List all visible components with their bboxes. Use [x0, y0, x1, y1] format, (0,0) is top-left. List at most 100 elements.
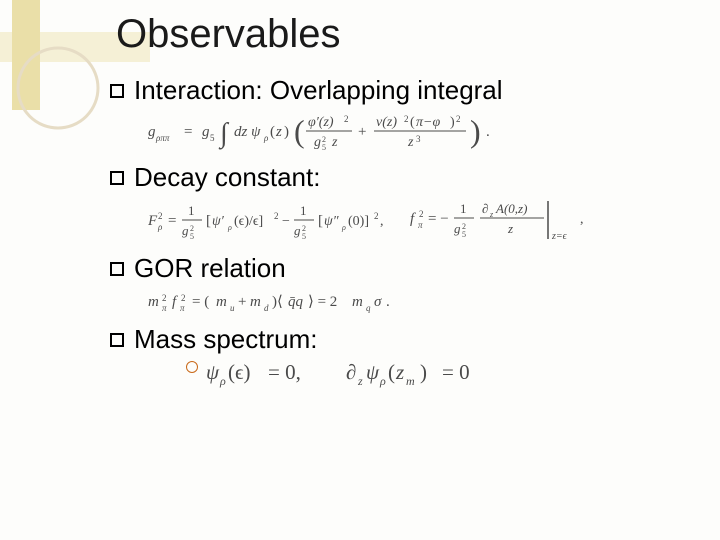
bullet-item-decay: Decay constant: F 2 ρ = 1 g 5 2 [ ψ′ ρ (…	[110, 162, 692, 245]
svg-text:(: (	[410, 115, 415, 130]
svg-text:ρ: ρ	[263, 133, 269, 143]
svg-text:2: 2	[456, 114, 461, 124]
svg-text:ψ″: ψ″	[324, 214, 339, 229]
svg-text:g: g	[314, 135, 321, 150]
decay-frho-equation: F 2 ρ = 1 g 5 2 [ ψ′ ρ (ϵ)/ϵ] 2 − 1	[148, 199, 388, 241]
svg-text:2: 2	[374, 211, 379, 221]
svg-text:2: 2	[274, 211, 279, 221]
square-bullet-icon	[110, 262, 124, 276]
svg-text:F: F	[148, 213, 158, 229]
svg-text:): )	[470, 113, 481, 149]
bullet-item-interaction: Interaction: Overlapping integral g ρππ …	[110, 75, 692, 154]
formula-interaction: g ρππ = g 5 ∫ dz ψ ρ ( z ) ( φ′(z) 2 g	[110, 108, 692, 154]
svg-text:∂: ∂	[482, 201, 488, 216]
svg-text:∫: ∫	[218, 118, 230, 150]
svg-text:2: 2	[190, 224, 194, 233]
svg-text:2: 2	[162, 293, 167, 303]
svg-text:(: (	[388, 360, 395, 384]
svg-text:2: 2	[419, 209, 424, 219]
svg-text:u: u	[230, 303, 235, 313]
svg-text:=: =	[168, 213, 176, 229]
svg-text:ρ: ρ	[157, 222, 163, 232]
svg-text:2: 2	[302, 224, 306, 233]
svg-text:ρ: ρ	[341, 223, 346, 232]
svg-text:π: π	[418, 220, 423, 230]
formula-mass: ψ ρ (ϵ) = 0, ∂ z ψ ρ ( z m ) = 0	[110, 357, 692, 391]
svg-text:⟩ = 2: ⟩ = 2	[308, 294, 337, 310]
mass-equation: ψ ρ (ϵ) = 0, ∂ z ψ ρ ( z m ) = 0	[206, 357, 546, 391]
svg-text:= 0: = 0	[442, 360, 470, 384]
bullet-label: Decay constant:	[134, 162, 320, 193]
svg-text:m: m	[250, 294, 261, 310]
svg-text:(ϵ)/ϵ]: (ϵ)/ϵ]	[234, 214, 263, 229]
svg-text:z: z	[275, 124, 282, 140]
svg-text:5: 5	[210, 133, 215, 143]
svg-text:): )	[420, 360, 427, 384]
svg-text:A(0,z): A(0,z)	[495, 201, 527, 216]
svg-text:z=ϵ: z=ϵ	[551, 231, 568, 242]
svg-text:+: +	[238, 294, 246, 310]
square-bullet-icon	[110, 333, 124, 347]
svg-text:σ: σ	[374, 294, 382, 310]
svg-text:): )	[284, 124, 289, 140]
svg-text:1: 1	[300, 203, 307, 218]
svg-text:−: −	[282, 214, 290, 229]
svg-text:2: 2	[344, 114, 349, 124]
svg-text:3: 3	[416, 134, 421, 144]
svg-text:ψ: ψ	[366, 360, 380, 384]
bullet-item-gor: GOR relation m 2 π f 2 π = ( m u + m d )…	[110, 253, 692, 316]
square-bullet-icon	[110, 171, 124, 185]
interaction-equation: g ρππ = g 5 ∫ dz ψ ρ ( z ) ( φ′(z) 2 g	[148, 108, 538, 154]
slide-title: Observables	[116, 12, 692, 57]
svg-text:[: [	[206, 213, 211, 229]
svg-text:v(z): v(z)	[376, 115, 397, 130]
bullet-label: Interaction: Overlapping integral	[134, 75, 503, 106]
svg-text:φ′(z): φ′(z)	[308, 115, 334, 130]
svg-text:2: 2	[158, 211, 163, 221]
svg-text:m: m	[148, 294, 159, 310]
bullet-line: Interaction: Overlapping integral	[110, 75, 692, 106]
svg-text:(: (	[270, 124, 275, 140]
svg-text:g: g	[202, 124, 210, 140]
svg-text:[: [	[318, 213, 323, 229]
svg-text:m: m	[352, 294, 363, 310]
svg-text:5: 5	[302, 232, 306, 241]
svg-text:g: g	[182, 223, 189, 238]
bullet-line: Decay constant:	[110, 162, 692, 193]
svg-text:z: z	[407, 135, 414, 150]
gor-equation: m 2 π f 2 π = ( m u + m d )⟨ q̄q ⟩ = 2 m	[148, 286, 438, 316]
formula-gor: m 2 π f 2 π = ( m u + m d )⟨ q̄q ⟩ = 2 m	[110, 286, 692, 316]
svg-text:dz ψ: dz ψ	[234, 124, 261, 140]
bullet-item-mass: Mass spectrum: ψ ρ (ϵ) = 0, ∂ z ψ ρ ( z …	[110, 324, 692, 391]
svg-text:z: z	[507, 221, 513, 236]
svg-text:π: π	[162, 303, 167, 313]
svg-text:ψ′: ψ′	[212, 214, 225, 229]
svg-text:g: g	[294, 223, 301, 238]
svg-text:f: f	[410, 211, 416, 227]
svg-text:∂: ∂	[346, 360, 356, 384]
svg-text:.: .	[386, 294, 390, 310]
svg-text:5: 5	[462, 230, 466, 239]
svg-text:,: ,	[580, 212, 584, 227]
svg-text:ρ: ρ	[379, 374, 386, 388]
bullet-label: GOR relation	[134, 253, 286, 284]
svg-text:)⟨: )⟨	[272, 294, 283, 310]
svg-text:q̄q: q̄q	[288, 294, 304, 310]
svg-text:5: 5	[190, 232, 194, 241]
svg-text:z: z	[395, 360, 404, 384]
svg-text:2: 2	[181, 293, 186, 303]
svg-text:π−φ: π−φ	[416, 115, 440, 130]
svg-text:2: 2	[404, 114, 409, 124]
svg-text:m: m	[406, 374, 415, 388]
svg-text:g: g	[148, 124, 156, 140]
svg-text:,: ,	[380, 214, 384, 229]
svg-text:= (: = (	[192, 294, 209, 310]
svg-text:f: f	[172, 294, 178, 310]
svg-text:ρ: ρ	[219, 374, 226, 388]
svg-text:.: .	[486, 124, 490, 140]
svg-text:d: d	[264, 303, 269, 313]
svg-text:π: π	[180, 303, 185, 313]
svg-text:=: =	[184, 124, 192, 140]
svg-text:g: g	[454, 221, 461, 236]
svg-text:2: 2	[462, 222, 466, 231]
